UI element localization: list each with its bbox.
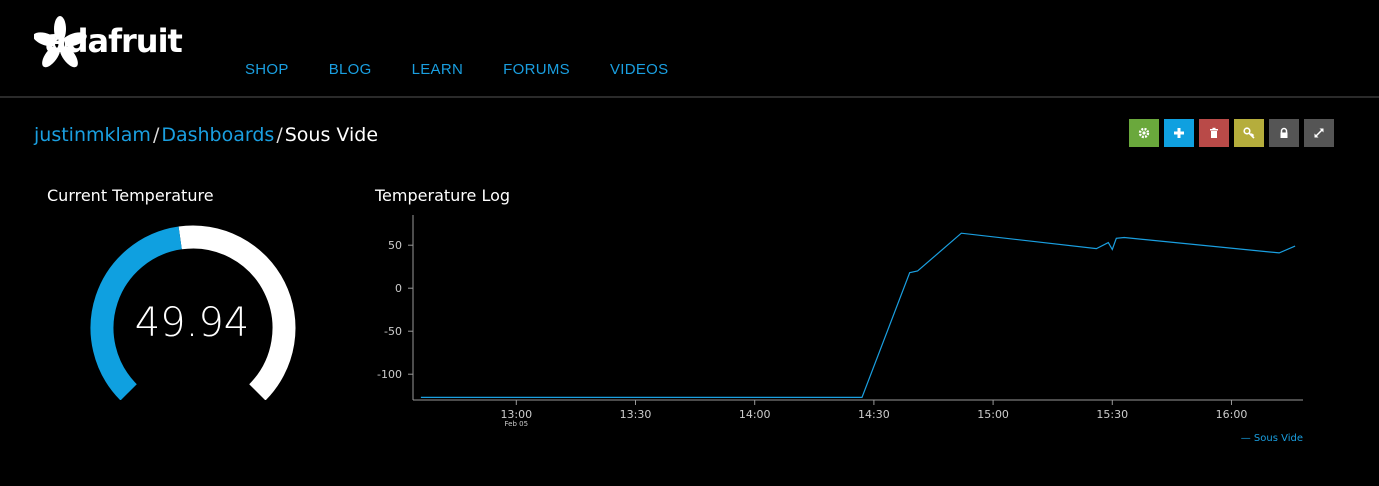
breadcrumb-dashboards-link[interactable]: Dashboards (161, 124, 275, 146)
breadcrumb-current: Sous Vide (284, 124, 379, 146)
y-tick-label: -100 (377, 368, 402, 381)
gear-icon (1138, 127, 1150, 139)
key-button[interactable] (1234, 119, 1264, 147)
x-tick-label: 14:30 (858, 408, 890, 421)
chart-legend: — Sous Vide (1241, 433, 1303, 444)
dashboard-toolbar (1129, 119, 1339, 147)
breadcrumb-separator: / (276, 124, 283, 146)
gauge-track (178, 225, 296, 400)
main-nav: SHOP BLOG LEARN FORUMS VIDEOS (245, 61, 708, 78)
fullscreen-button[interactable] (1304, 119, 1334, 147)
x-tick-sublabel: Feb 05 (505, 420, 529, 428)
y-tick-label: 50 (388, 239, 402, 252)
x-tick-label: 14:00 (739, 408, 771, 421)
delete-button[interactable] (1199, 119, 1229, 147)
x-tick-label: 13:30 (620, 408, 652, 421)
nav-shop[interactable]: SHOP (245, 61, 289, 78)
gauge-value: 49.94 (134, 300, 250, 346)
trash-icon (1210, 127, 1218, 138)
adafruit-logo-icon[interactable] (34, 16, 214, 78)
breadcrumb-separator: / (152, 124, 160, 146)
temperature-gauge (90, 225, 296, 400)
y-tick-label: 0 (395, 282, 402, 295)
settings-button[interactable] (1129, 119, 1159, 147)
y-tick-label: -50 (384, 325, 402, 338)
gauge-fill (90, 226, 183, 400)
logo-text[interactable]: adafruit (45, 22, 183, 60)
lock-button[interactable] (1269, 119, 1299, 147)
gauge-title: Current Temperature (47, 186, 214, 205)
series-line (420, 232, 1296, 398)
x-tick-label: 16:00 (1216, 408, 1248, 421)
plus-icon (1174, 128, 1184, 138)
chart-title: Temperature Log (375, 186, 511, 205)
breadcrumb-user-link[interactable]: justinmklam (34, 124, 151, 146)
nav-blog[interactable]: BLOG (328, 61, 372, 78)
x-tick-label: 15:30 (1096, 408, 1128, 421)
breadcrumb: justinmklam / Dashboards / Sous Vide (34, 124, 378, 146)
lock-icon (1280, 127, 1288, 138)
x-tick-label: 15:00 (977, 408, 1009, 421)
add-block-button[interactable] (1164, 119, 1194, 147)
nav-learn[interactable]: LEARN (411, 61, 464, 78)
x-tick-label: 13:00 (500, 408, 532, 421)
expand-icon (1314, 128, 1324, 138)
key-icon (1243, 127, 1255, 139)
site-header: adafruit SHOP BLOG LEARN FORUMS VIDEOS (0, 0, 1379, 98)
nav-forums[interactable]: FORUMS (503, 61, 570, 78)
nav-videos[interactable]: VIDEOS (609, 61, 669, 78)
